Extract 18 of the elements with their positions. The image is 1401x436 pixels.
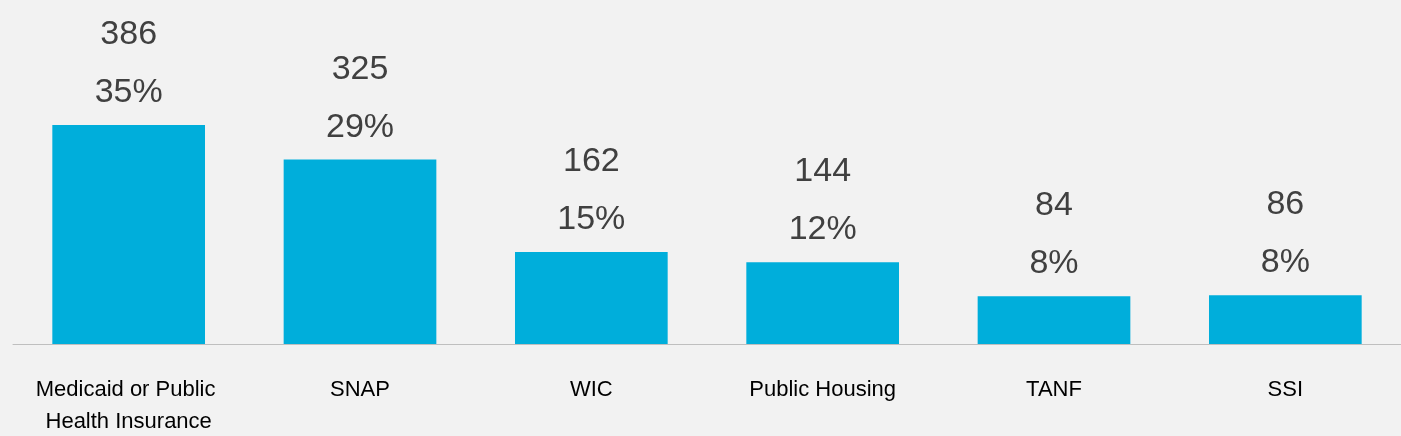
- data-label: 325 29%: [325, 47, 395, 144]
- bar: [283, 159, 437, 344]
- data-label: 144 12%: [788, 150, 857, 247]
- x-tick-label: TANF: [1026, 375, 1082, 401]
- data-label: 86 8%: [1260, 183, 1310, 280]
- bar: [746, 262, 900, 344]
- bar: [514, 252, 668, 344]
- data-label: 84 8%: [1029, 184, 1079, 281]
- x-tick-label: SNAP: [330, 375, 390, 401]
- data-label: 162 15%: [557, 140, 626, 237]
- x-tick-label: Medicaid or Public Health Insurance: [35, 375, 222, 433]
- x-tick-label: WIC: [569, 375, 613, 401]
- bar: [1208, 295, 1362, 344]
- bar: [977, 296, 1131, 344]
- bar: [52, 125, 206, 344]
- x-tick-label: Public Housing: [749, 375, 897, 401]
- x-tick-label: SSI: [1267, 375, 1304, 401]
- data-label: 386 35%: [94, 13, 163, 109]
